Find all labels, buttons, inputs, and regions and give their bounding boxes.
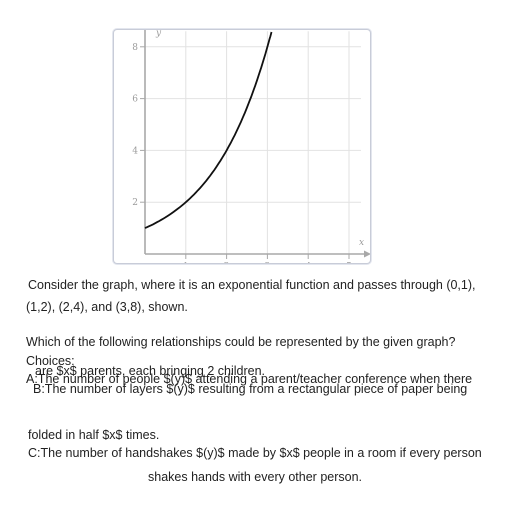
choice-c-line-2: shakes hands with every other person. <box>148 470 363 484</box>
question-line-1: Consider the graph, where it is an expon… <box>28 278 476 292</box>
x-tick-label: 3 <box>265 262 271 263</box>
choices-label: Choices: <box>26 354 75 368</box>
graph-panel: 1 2 3 4 5 2 4 6 8 x y <box>113 29 371 264</box>
ticks: 1 2 3 4 5 2 4 6 8 <box>132 43 352 263</box>
grid <box>145 31 361 254</box>
choice-a: A:The number of people $(y)$ attending a… <box>26 372 473 386</box>
x-tick-label: 2 <box>224 262 230 263</box>
choice-b-line-1: B:The number of layers $(y)$ resulting f… <box>33 382 468 396</box>
y-tick-label: 4 <box>132 146 138 156</box>
y-tick-label: 2 <box>132 198 138 208</box>
choice-c-line-1: C:The number of handshakes $(y)$ made by… <box>28 446 482 460</box>
choice-a-continuation: are $x$ parents, each bringing 2 childre… <box>35 364 266 378</box>
choice-b-line-2: folded in half $x$ times. <box>28 428 160 442</box>
exponential-curve <box>144 31 273 229</box>
question-prompt: Which of the following relationships cou… <box>26 335 456 349</box>
y-tick-label: 8 <box>132 43 138 53</box>
y-tick-label: 6 <box>132 95 138 105</box>
x-tick-label: 4 <box>305 262 311 263</box>
exponential-graph: 1 2 3 4 5 2 4 6 8 x y <box>132 30 370 263</box>
y-axis-label: y <box>155 30 162 38</box>
x-axis-label: x <box>359 238 364 248</box>
question-line-2: (1,2), (2,4), and (3,8), shown. <box>26 300 188 314</box>
x-tick-label: 5 <box>346 262 352 263</box>
x-tick-label: 1 <box>183 262 189 263</box>
x-axis-arrow <box>364 250 370 258</box>
axes <box>144 30 370 258</box>
